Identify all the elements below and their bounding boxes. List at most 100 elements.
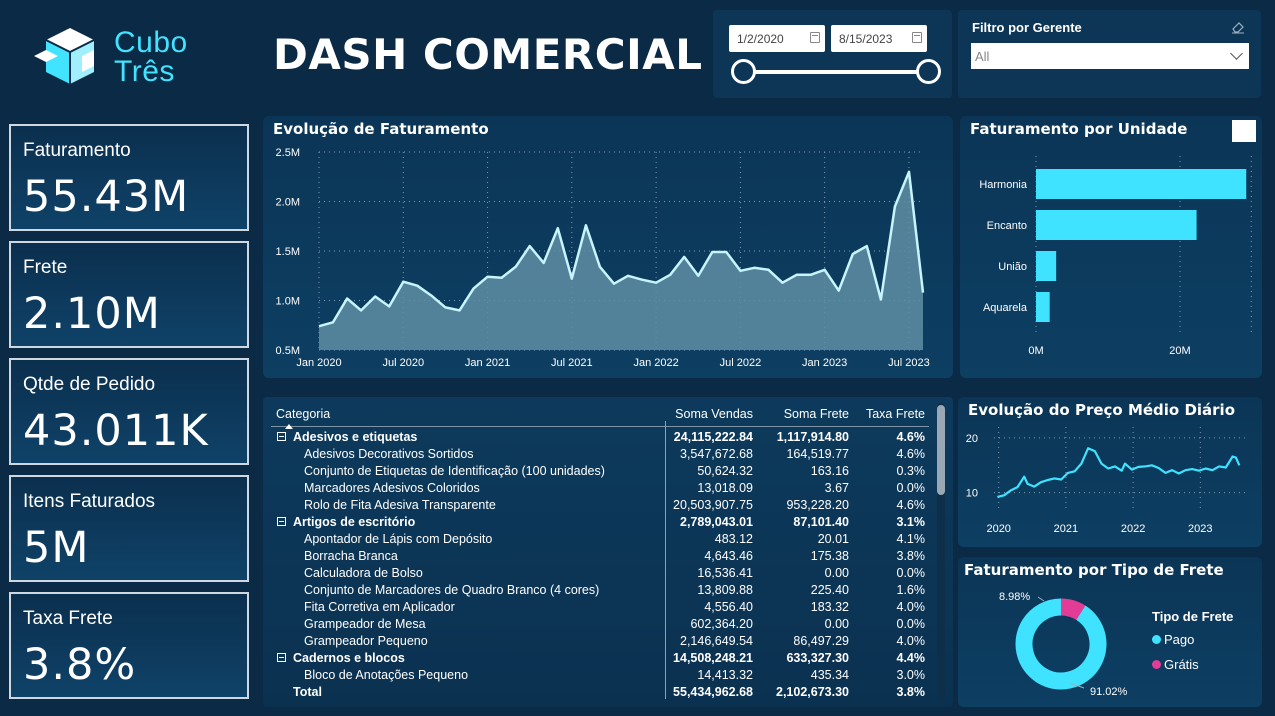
data-point[interactable] — [373, 294, 378, 299]
chevron-down-icon[interactable] — [1230, 47, 1243, 60]
data-point[interactable] — [1120, 469, 1124, 473]
data-point[interactable] — [682, 254, 687, 259]
data-point[interactable] — [1022, 475, 1026, 479]
data-point[interactable] — [1170, 468, 1174, 472]
data-point[interactable] — [626, 273, 631, 278]
data-point[interactable] — [906, 169, 911, 174]
scrollbar-thumb[interactable] — [937, 405, 945, 495]
data-point[interactable] — [1184, 468, 1188, 472]
legend-item-pago[interactable]: Pago — [1152, 632, 1194, 647]
eraser-icon[interactable] — [1231, 20, 1245, 34]
data-point[interactable] — [1073, 469, 1077, 473]
faturamento-unidade-bar-chart[interactable]: 0M 20M Harmonia Encanto União Aquarela — [960, 116, 1262, 378]
total-row[interactable]: Total 55,434,962.68 2,102,673.30 3.8% — [271, 684, 929, 701]
data-point[interactable] — [1157, 466, 1161, 470]
data-point[interactable] — [429, 293, 434, 298]
data-point[interactable] — [1224, 465, 1228, 469]
data-point[interactable] — [555, 226, 560, 231]
header-soma-vendas[interactable]: Soma Vendas — [675, 407, 753, 421]
data-point[interactable] — [1086, 446, 1090, 450]
date-slider-start-handle[interactable] — [731, 59, 756, 84]
data-point[interactable] — [850, 251, 855, 256]
data-point[interactable] — [738, 268, 743, 273]
data-point[interactable] — [401, 279, 406, 284]
data-point[interactable] — [331, 320, 336, 325]
data-point[interactable] — [1066, 471, 1070, 475]
collapse-icon[interactable] — [277, 432, 286, 441]
product-row[interactable]: Rolo de Fita Adesiva Transparente 20,503,… — [271, 497, 929, 514]
data-point[interactable] — [1052, 476, 1056, 480]
product-row[interactable]: Bloco de Anotações Pequeno 14,413.32 435.3… — [271, 667, 929, 684]
data-point[interactable] — [1204, 467, 1208, 471]
data-point[interactable] — [583, 223, 588, 228]
start-date-input[interactable]: 1/2/2020 — [729, 25, 825, 52]
data-point[interactable] — [597, 264, 602, 269]
data-point[interactable] — [878, 297, 883, 302]
data-point[interactable] — [1237, 463, 1241, 467]
legend-item-gratis[interactable]: Grátis — [1152, 657, 1199, 672]
data-point[interactable] — [1136, 465, 1140, 469]
calendar-icon[interactable] — [912, 32, 922, 43]
data-point[interactable] — [836, 288, 841, 293]
data-point[interactable] — [995, 495, 999, 499]
data-point[interactable] — [1100, 462, 1104, 466]
data-point[interactable] — [808, 272, 813, 277]
data-point[interactable] — [611, 281, 616, 286]
product-row[interactable]: Grampeador de Mesa 602,364.20 0.00 0.0% — [271, 616, 929, 633]
data-point[interactable] — [1130, 468, 1134, 472]
product-row[interactable]: Marcadores Adesivos Coloridos 13,018.09 3.… — [271, 480, 929, 497]
data-point[interactable] — [724, 249, 729, 254]
gerente-dropdown[interactable]: All — [971, 43, 1249, 69]
data-point[interactable] — [1009, 488, 1013, 492]
data-point[interactable] — [1039, 480, 1043, 484]
date-slider-track[interactable] — [745, 70, 931, 74]
data-point[interactable] — [892, 204, 897, 209]
data-point[interactable] — [513, 264, 518, 269]
data-point[interactable] — [1113, 464, 1117, 468]
data-point[interactable] — [415, 283, 420, 288]
header-categoria[interactable]: Categoria — [276, 407, 331, 421]
data-point[interactable] — [1234, 456, 1238, 460]
data-point[interactable] — [654, 280, 659, 285]
donut-slice[interactable] — [1015, 598, 1107, 690]
product-row[interactable]: Grampeador Pequeno 2,146,649.54 86,497.29 4… — [271, 633, 929, 650]
bar[interactable] — [1036, 169, 1247, 199]
data-point[interactable] — [527, 244, 532, 249]
data-point[interactable] — [794, 272, 799, 277]
data-point[interactable] — [1123, 462, 1127, 466]
bar[interactable] — [1036, 251, 1057, 281]
data-point[interactable] — [1106, 467, 1110, 471]
data-point[interactable] — [1177, 471, 1181, 475]
data-point[interactable] — [696, 273, 701, 278]
data-point[interactable] — [1217, 464, 1221, 468]
end-date-input[interactable]: 8/15/2023 — [831, 25, 927, 52]
data-point[interactable] — [1032, 485, 1036, 489]
data-point[interactable] — [1059, 477, 1063, 481]
data-point[interactable] — [1079, 462, 1083, 466]
data-point[interactable] — [541, 260, 546, 265]
tipo-frete-donut-chart[interactable]: 91.02% 8.98% — [958, 557, 1262, 707]
data-point[interactable] — [780, 280, 785, 285]
data-point[interactable] — [569, 276, 574, 281]
product-row[interactable]: Conjunto de Marcadores de Quadro Branco … — [271, 582, 929, 599]
data-point[interactable] — [317, 324, 322, 329]
data-point[interactable] — [1190, 467, 1194, 471]
product-row[interactable]: Conjunto de Etiquetas de Identificação (… — [271, 463, 929, 480]
data-point[interactable] — [668, 272, 673, 277]
product-row[interactable]: Calculadora de Bolso 16,536.41 0.00 0.0% — [271, 565, 929, 582]
data-point[interactable] — [345, 296, 350, 301]
data-point[interactable] — [443, 305, 448, 310]
data-point[interactable] — [1210, 468, 1214, 472]
data-point[interactable] — [766, 267, 771, 272]
data-point[interactable] — [387, 304, 392, 309]
preco-medio-line-chart[interactable]: 20 10 2020 2021 2022 2023 — [958, 397, 1262, 547]
data-point[interactable] — [1046, 478, 1050, 482]
data-point[interactable] — [864, 244, 869, 249]
product-row[interactable]: Adesivos Decorativos Sortidos 3,547,672.6… — [271, 446, 929, 463]
product-row[interactable]: Borracha Branca 4,643.46 175.38 3.8% — [271, 548, 929, 565]
data-point[interactable] — [457, 308, 462, 313]
data-point[interactable] — [485, 274, 490, 279]
data-point[interactable] — [710, 249, 715, 254]
visual-header-icon[interactable] — [1232, 120, 1256, 142]
